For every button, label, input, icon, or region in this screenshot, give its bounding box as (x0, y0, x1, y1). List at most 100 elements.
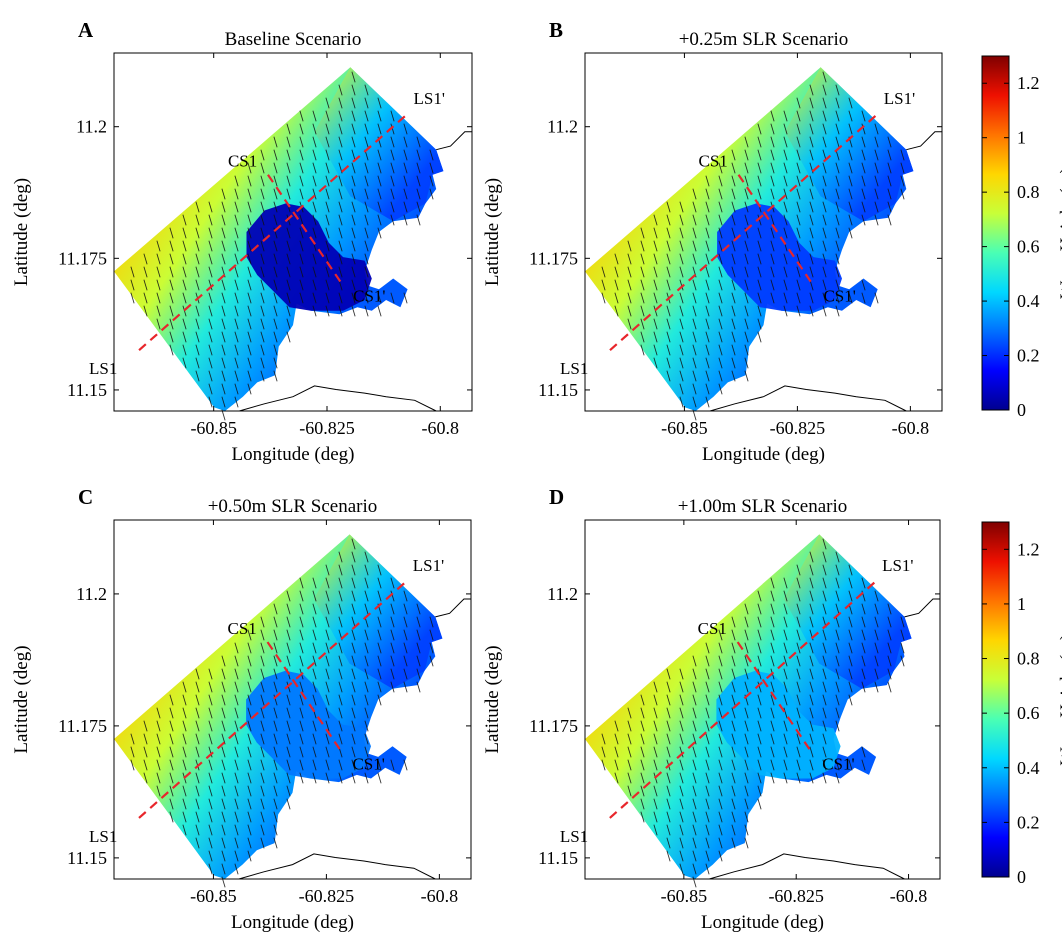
sheltered-bay-field (716, 670, 841, 779)
x-tick-label: -60.85 (190, 886, 237, 906)
axes-frame (113, 52, 473, 412)
x-axis-label: Longitude (deg) (701, 912, 824, 933)
wave-direction-arrows (130, 71, 434, 421)
colorbar-gradient (981, 521, 1010, 878)
transect-label-3: CS1' (352, 754, 384, 773)
panel-title: +1.00m SLR Scenario (678, 496, 848, 517)
axes-frame (113, 519, 472, 880)
coastline (239, 385, 437, 412)
transect-cs1 (267, 174, 345, 287)
x-tick-label: -60.8 (421, 886, 459, 906)
transect-cs1 (266, 641, 344, 754)
x-tick-label: -60.8 (892, 418, 930, 438)
colorbar-1: 0 0.2 0.4 0.6 0.8 1 1.2 Wave Height (m) (981, 55, 1062, 420)
transect-label-1: LS1' (884, 89, 915, 108)
transect-label-1: LS1' (414, 89, 445, 108)
colorbar-tick-label: 0.6 (1017, 703, 1040, 723)
colorbar-tick-label: 0.2 (1017, 346, 1040, 366)
x-axis-label: Longitude (deg) (232, 444, 355, 465)
transect-label-0: LS1 (560, 827, 588, 846)
transect-label-1: LS1' (413, 556, 444, 575)
colorbar-tick-label: 0 (1017, 400, 1026, 420)
x-tick-label: -60.8 (422, 418, 460, 438)
x-tick-label: -60.85 (190, 418, 237, 438)
x-tick-label: -60.825 (768, 886, 824, 906)
colorbar-tick-label: 0 (1017, 867, 1026, 887)
y-tick-label: 11.175 (529, 716, 578, 736)
nearshore-field (313, 534, 443, 689)
transect-label-0: LS1 (89, 827, 117, 846)
coastline (435, 598, 471, 618)
wave-direction-arrows (601, 538, 905, 888)
y-axis-label: Latitude (deg) (11, 645, 32, 753)
y-tick-label: 11.175 (58, 716, 107, 736)
coastline (709, 385, 907, 412)
panel-b: LS1 LS1' CS1 CS1' -60.85 -60.825 -60.8 11.2 11.1… (482, 18, 943, 465)
y-tick-label: 11.15 (538, 848, 578, 868)
x-tick-label: -60.825 (299, 418, 355, 438)
coastline (709, 853, 905, 880)
colorbar-label: Wave Height (m) (1057, 634, 1062, 765)
colorbar-gradient (981, 55, 1010, 411)
transect-label-2: CS1 (228, 152, 257, 171)
colorbar-tick-label: 0.8 (1017, 182, 1040, 202)
panel-letter: A (78, 18, 94, 42)
transect-label-0: LS1 (89, 359, 117, 378)
panel-d: LS1 LS1' CS1 CS1' -60.85 -60.825 -60.8 11.2 11.1… (482, 485, 941, 933)
transect-label-3: CS1' (823, 287, 855, 306)
panel-letter: C (78, 485, 93, 509)
colorbar-2: 0 0.2 0.4 0.6 0.8 1 1.2 Wave Height (m) (981, 521, 1062, 887)
transect-cs1 (736, 641, 814, 754)
colorbar-label: Wave Height (m) (1057, 167, 1062, 298)
colorbar-tick-label: 1.2 (1017, 539, 1040, 559)
y-tick-label: 11.2 (547, 117, 578, 137)
panel-letter: D (549, 485, 564, 509)
x-axis-label: Longitude (deg) (231, 912, 354, 933)
nearshore-field (784, 67, 914, 222)
x-tick-label: -60.825 (299, 886, 355, 906)
transect-label-1: LS1' (882, 556, 913, 575)
wave-direction-arrows (130, 538, 434, 888)
x-axis-label: Longitude (deg) (702, 444, 825, 465)
y-axis-label: Latitude (deg) (482, 645, 503, 753)
panel-letter: B (549, 18, 563, 42)
transect-label-2: CS1 (698, 619, 727, 638)
y-tick-label: 11.2 (547, 584, 578, 604)
y-tick-label: 11.2 (76, 117, 107, 137)
colorbar-tick-label: 0.8 (1017, 649, 1040, 669)
colorbar-tick-label: 1.2 (1017, 73, 1040, 93)
coastline (906, 131, 942, 151)
coastline (238, 853, 436, 880)
coastline (904, 598, 940, 618)
transect-label-3: CS1' (353, 287, 385, 306)
panel-c: LS1 LS1' CS1 CS1' -60.85 -60.825 -60.8 11.2 11.1… (11, 485, 472, 933)
panel-a: LS1 LS1' CS1 CS1' -60.85 -60.825 -60.8 11.2 11.1… (11, 18, 473, 465)
x-tick-label: -60.825 (770, 418, 826, 438)
y-tick-label: 11.2 (76, 584, 107, 604)
transect-label-2: CS1 (228, 619, 257, 638)
panel-title: +0.50m SLR Scenario (208, 496, 378, 517)
y-tick-label: 11.175 (58, 248, 107, 268)
x-tick-label: -60.8 (890, 886, 928, 906)
sheltered-bay-field (246, 670, 371, 779)
y-axis-label: Latitude (deg) (11, 178, 32, 286)
wave-direction-arrows (601, 71, 905, 421)
transect-label-2: CS1 (699, 152, 728, 171)
coastline (436, 131, 472, 151)
y-axis-label: Latitude (deg) (482, 178, 503, 286)
x-tick-label: -60.85 (661, 886, 708, 906)
transect-cs1 (737, 174, 815, 287)
colorbar-tick-label: 0.4 (1017, 291, 1040, 311)
y-tick-label: 11.15 (538, 380, 578, 400)
nearshore-field (314, 67, 444, 222)
colorbar-tick-label: 0.6 (1017, 237, 1040, 257)
panel-title: Baseline Scenario (225, 29, 362, 50)
y-tick-label: 11.175 (529, 248, 578, 268)
colorbar-tick-label: 0.4 (1017, 758, 1040, 778)
y-tick-label: 11.15 (67, 848, 107, 868)
axes-frame (584, 52, 943, 412)
y-tick-label: 11.15 (67, 380, 107, 400)
x-tick-label: -60.85 (661, 418, 708, 438)
axes-frame (584, 519, 941, 880)
